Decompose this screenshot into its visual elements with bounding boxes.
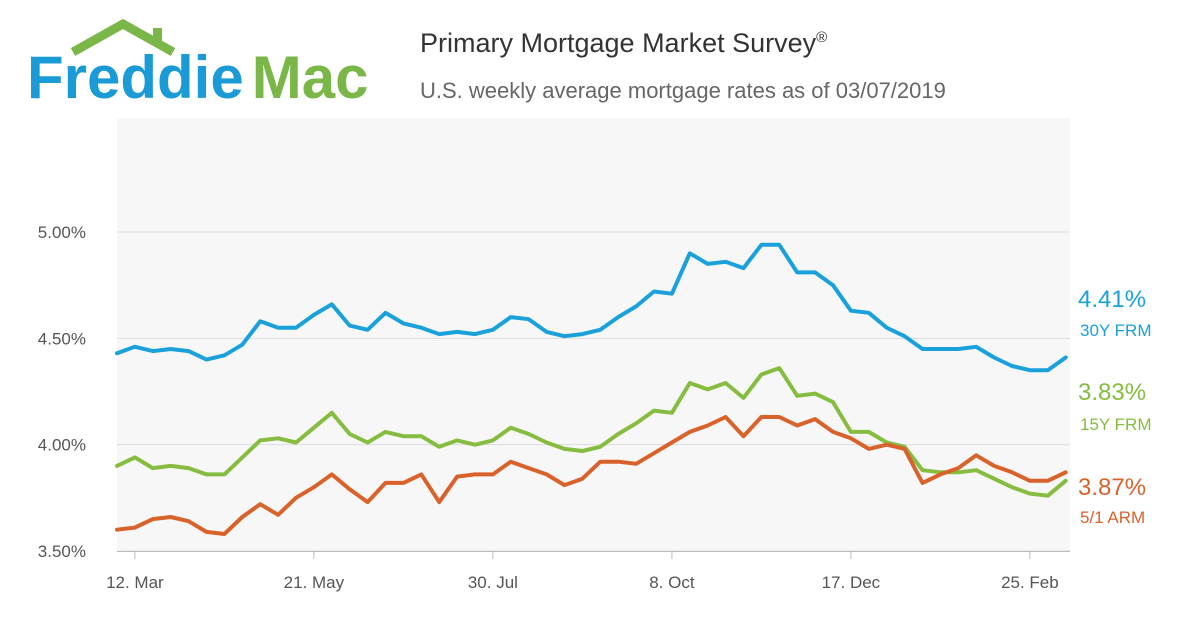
series-line-30y-frm [115, 242, 1068, 373]
end-label-arm: 5/1 ARM [1080, 508, 1146, 527]
x-tick-label: 30. Jul [468, 573, 518, 592]
y-tick-label: 4.00% [38, 436, 86, 455]
logo-chimney-icon [153, 28, 162, 46]
y-tick-label: 4.50% [38, 329, 86, 348]
registered-mark: ® [816, 29, 828, 46]
end-value-15y: 3.83% [1078, 379, 1147, 406]
chart-subtitle: U.S. weekly average mortgage rates as of… [420, 78, 946, 103]
x-tick-label: 12. Mar [106, 573, 164, 592]
y-tick-label: 3.50% [38, 542, 86, 561]
end-value-30y: 4.41% [1078, 286, 1147, 313]
x-tick-label: 8. Oct [649, 573, 695, 592]
plot-area [117, 118, 1070, 551]
x-tick-label: 25. Feb [1001, 573, 1059, 592]
x-tick-label: 17. Dec [822, 573, 881, 592]
freddie-mac-logo: Freddie Mac [25, 18, 385, 108]
series-line-5-1-arm [115, 415, 1068, 536]
end-label-15y: 15Y FRM [1080, 415, 1152, 434]
chart-title: Primary Mortgage Market Survey® [420, 28, 828, 58]
y-tick-label: 5.00% [38, 223, 86, 242]
end-value-arm: 3.87% [1078, 474, 1147, 501]
x-tick-label: 21. May [284, 573, 345, 592]
end-label-30y: 30Y FRM [1080, 321, 1152, 340]
